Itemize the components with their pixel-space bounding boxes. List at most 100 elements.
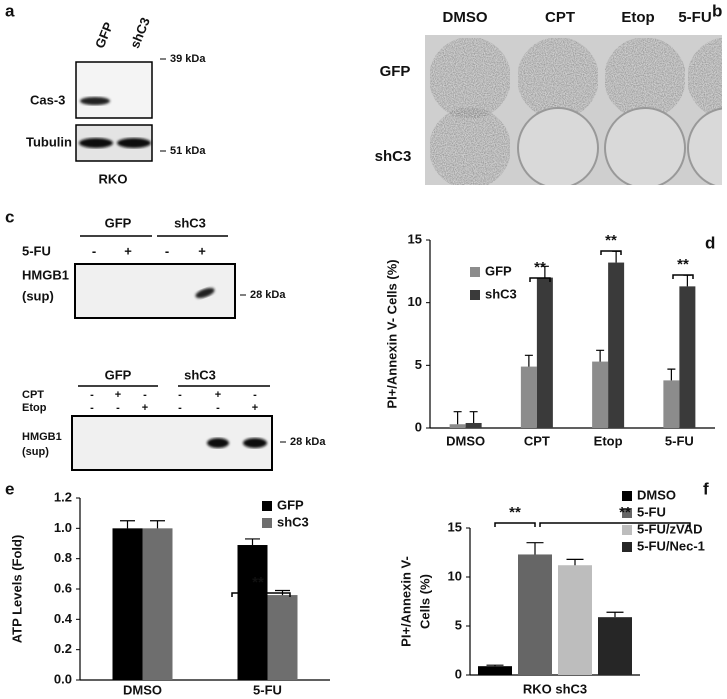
bar [518,554,552,675]
marker-label: 28 kDa [250,289,286,301]
sign: - [178,402,182,414]
y-axis-label: Cells (%) [417,574,432,629]
row-label: Cas-3 [30,92,65,107]
legend-swatch [622,508,632,518]
protein-label: HMGB1 [22,267,69,282]
error-bar [683,274,692,287]
y-axis-label: ATP Levels (Fold) [9,535,24,644]
sign: - [216,402,220,414]
error-bar [566,558,584,566]
band [80,97,110,105]
error-bar [469,411,478,423]
row-label: GFP [380,63,411,80]
legend-label: 5-FU/zVAD [637,521,702,536]
error-bar [596,349,605,362]
blot [75,61,153,119]
y-tick-label: 0.0 [54,671,72,686]
bar [520,366,537,428]
band [117,138,151,148]
panel-label: b [712,1,722,20]
error-bar [540,265,549,278]
bar [449,424,466,428]
sign: + [142,402,148,414]
x-tick-label: CPT [524,433,550,448]
y-tick-label: 15 [448,519,462,534]
band [195,287,215,299]
lane-label: shC3 [127,15,153,50]
well [687,37,722,119]
panel-label: f [703,479,709,498]
fraction-label: (sup) [22,446,49,458]
group-label: GFP [105,367,132,382]
column-label: DMSO [443,9,488,26]
row-label: shC3 [375,148,412,165]
group-label: shC3 [184,367,216,382]
y-tick-label: 0.2 [54,641,72,656]
bracket [600,250,622,255]
legend-label: 5-FU [637,504,666,519]
column-label: CPT [545,9,575,26]
fraction-label: (sup) [22,288,54,303]
column-label: Etop [621,9,654,26]
error-bar [486,664,504,667]
bracket [494,522,536,527]
marker-label: 39 kDa [170,53,206,65]
group-label: GFP [105,215,132,230]
bar [142,528,173,680]
x-tick-label: Etop [594,433,623,448]
well [604,107,686,185]
legend-swatch [470,290,480,300]
sign: - [253,389,257,401]
treatment-label: Etop [22,402,47,414]
sign: + [115,389,121,401]
y-tick-label: 0.8 [54,550,72,565]
annotation: ** [252,574,264,591]
legend-label: shC3 [485,286,517,301]
row-label: Tubulin [26,134,72,149]
blot [71,415,273,471]
sign: + [198,243,206,258]
x-tick-label: 5-FU [665,433,694,448]
sign: - [90,402,94,414]
treatment-label: CPT [22,389,44,401]
sign: + [215,389,221,401]
annotation: ** [677,256,689,273]
well [429,37,511,119]
sign: - [90,389,94,401]
legend-swatch [262,501,272,511]
y-tick-label: 1.2 [54,489,72,504]
band [207,438,229,448]
bar [558,565,592,675]
x-tick-label: RKO shC3 [523,681,587,696]
well [687,107,722,185]
treatment-label: 5-FU [22,243,51,258]
legend-swatch [622,491,632,501]
x-tick-label: DMSO [123,682,162,697]
panel-label: d [705,233,715,252]
sign: + [252,402,258,414]
band [79,138,113,148]
sign: - [143,389,147,401]
error-bar [606,611,624,618]
bracket [672,274,694,279]
bar [598,617,632,675]
legend-label: GFP [485,263,512,278]
bar [267,595,298,680]
error-bar [120,520,135,529]
sign: - [116,402,120,414]
legend-swatch [262,518,272,528]
y-tick-label: 10 [448,568,462,583]
sign: - [165,243,169,258]
error-bar [150,520,165,529]
legend-swatch [622,542,632,552]
error-bar [453,411,462,425]
y-tick-label: 10 [408,294,422,309]
panel-label: e [5,479,14,498]
error-bar [524,354,533,367]
y-tick-label: 0 [415,419,422,434]
bar [478,666,512,675]
annotation: ** [534,259,546,276]
column-label: 5-FU [678,9,711,26]
plate-photo [425,35,722,185]
lane-label: GFP [92,20,116,51]
